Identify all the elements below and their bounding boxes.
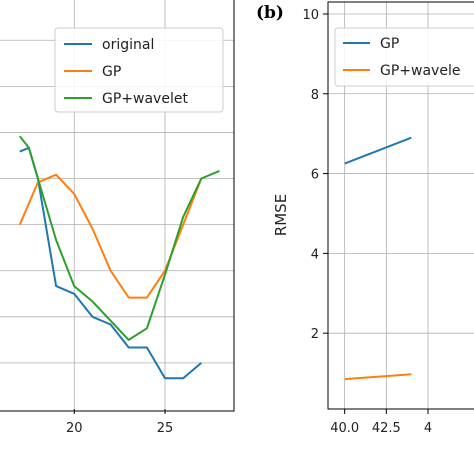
x-tick-label: 20	[66, 421, 83, 436]
series-line-gp	[344, 136, 412, 165]
y-tick-label: 2	[311, 327, 319, 342]
series-line-gp-wavele	[344, 373, 412, 381]
legend-label-gp-wavelet: GP+wavelet	[102, 91, 188, 107]
panel-a-series	[18, 135, 220, 380]
panel-a: 20 25 original GP GP+wavelet	[0, 0, 235, 436]
panel-a-legend: original GP GP+wavelet	[54, 27, 224, 113]
series-line-gp-wavelet	[19, 135, 220, 341]
x-tick-label: 4	[424, 421, 432, 436]
legend-label-gp: GP	[380, 36, 399, 52]
y-tick-label: 6	[311, 168, 319, 183]
x-tick-label: 40.0	[330, 421, 359, 436]
panel-b-legend: GP GP+wavele	[334, 27, 474, 87]
panel-b-letter: (b)	[256, 3, 284, 23]
y-tick-label: 8	[311, 88, 319, 103]
y-tick-label: 4	[311, 247, 319, 262]
panel-a-grid	[0, 0, 234, 409]
legend-label-original: original	[102, 37, 154, 53]
panel-b-y-ticks: 2 4 6 8 10	[302, 8, 328, 342]
panel-b-axes-frame	[327, 1, 474, 410]
panel-b-ylabel: RMSE	[272, 194, 290, 236]
panel-b: (b) RMSE 2 4 6 8 10 40.0 42.5 4 GP GP+wavele	[256, 1, 474, 436]
series-line-original	[19, 146, 202, 380]
legend-label-gp: GP	[102, 64, 121, 80]
x-tick-label: 25	[157, 421, 174, 436]
panel-a-axes-frame	[0, 0, 235, 412]
panel-a-legend-box	[54, 27, 224, 113]
panel-b-series	[344, 136, 412, 381]
legend-label-gp-wavelet: GP+wavele	[380, 63, 460, 79]
y-tick-label: 10	[302, 8, 319, 23]
panel-b-x-ticks: 40.0 42.5 4	[330, 409, 432, 436]
panel-a-x-ticks: 20 25	[66, 409, 173, 436]
x-tick-label: 42.5	[372, 421, 401, 436]
